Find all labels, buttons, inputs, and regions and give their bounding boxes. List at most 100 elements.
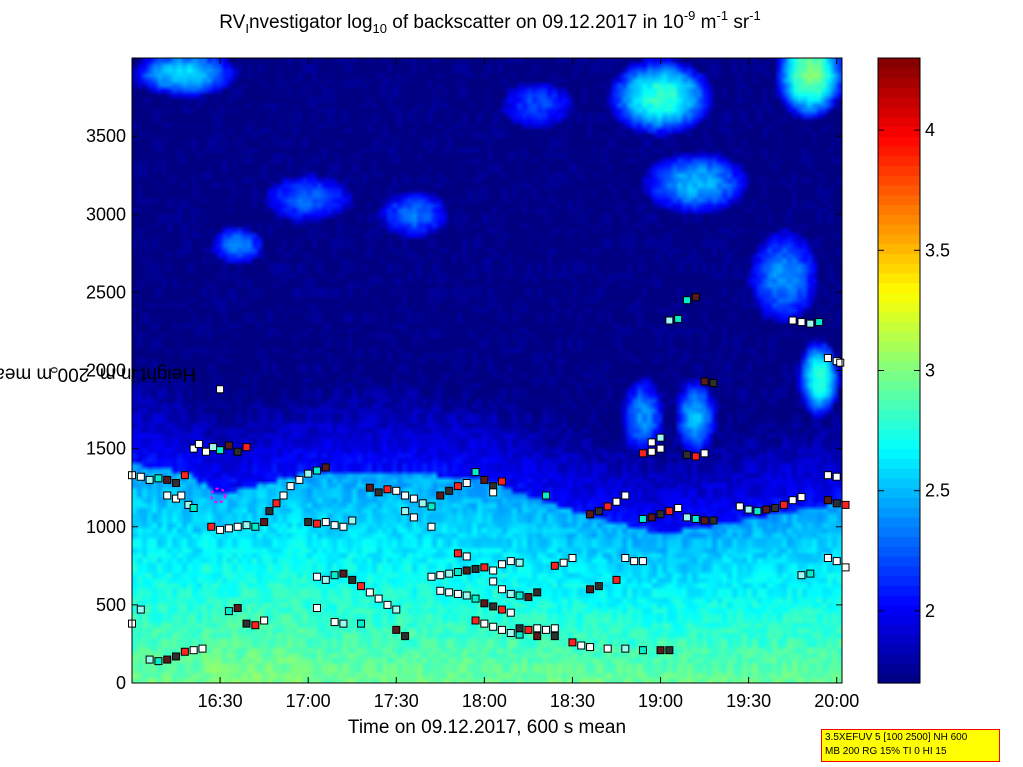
colorbar-band — [878, 292, 920, 303]
title-subscript: 10 — [372, 21, 387, 36]
y-axis-label-text: Height in m, 200 m mean tilted by 2 — [0, 363, 196, 385]
layer-marker — [330, 571, 339, 580]
layer-marker — [453, 589, 462, 598]
layer-marker — [392, 486, 401, 495]
layer-marker — [348, 575, 357, 584]
colorbar-tick-label: 4 — [925, 120, 935, 140]
layer-marker — [533, 588, 542, 597]
colorbar-band — [878, 390, 920, 401]
colorbar-band — [878, 233, 920, 245]
layer-marker — [321, 518, 330, 527]
layer-marker — [272, 499, 281, 508]
layer-marker — [524, 625, 533, 634]
colorbar-band — [878, 526, 920, 538]
layer-marker — [638, 449, 647, 458]
layer-marker — [682, 450, 691, 459]
layer-marker — [330, 521, 339, 530]
layer-marker — [189, 646, 198, 655]
layer-marker — [497, 560, 506, 569]
layer-marker — [374, 488, 383, 497]
info-line-2: MB 200 RG 15% TI 0 HI 15 — [825, 746, 947, 757]
layer-marker — [638, 514, 647, 523]
layer-marker — [568, 638, 577, 647]
colorbar-band — [878, 145, 920, 157]
layer-marker — [832, 557, 841, 566]
colorbar-band — [878, 106, 920, 118]
colorbar-band — [878, 448, 920, 459]
colorbar-band — [878, 321, 920, 333]
layer-marker — [392, 625, 401, 634]
layer-marker — [445, 588, 454, 597]
layer-marker — [612, 497, 621, 506]
layer-marker — [453, 549, 462, 558]
layer-marker — [542, 491, 551, 500]
layer-marker — [489, 566, 498, 575]
layer-marker — [586, 643, 595, 652]
colorbar-band — [878, 370, 920, 381]
layer-marker — [304, 518, 313, 527]
colorbar-band — [878, 77, 920, 88]
layer-marker — [392, 605, 401, 614]
layer-marker — [233, 447, 242, 456]
layer-marker — [621, 644, 630, 653]
layer-marker — [489, 577, 498, 586]
colorbar: 2 2.5 3 3.5 4 — [877, 57, 950, 684]
layer-marker — [383, 600, 392, 609]
layer-marker — [136, 472, 145, 481]
colorbar-band — [878, 67, 920, 79]
colorbar-band — [878, 126, 920, 137]
layer-marker — [621, 491, 630, 500]
layer-marker — [506, 608, 515, 617]
layer-marker — [489, 602, 498, 611]
colorbar-band — [878, 546, 920, 557]
layer-marker — [242, 521, 251, 530]
layer-marker — [189, 444, 198, 453]
layer-marker — [321, 575, 330, 584]
colorbar-band — [878, 643, 920, 655]
layer-marker — [568, 554, 577, 562]
colorbar-band — [878, 97, 920, 108]
layer-marker — [823, 496, 832, 505]
layer-marker — [823, 554, 832, 562]
layer-marker — [383, 485, 392, 494]
colorbar-band — [878, 614, 920, 626]
colorbar-band — [878, 604, 920, 616]
layer-marker — [427, 502, 436, 511]
chart-title: RVInvestigator log10 of backscatter on 0… — [0, 8, 980, 36]
layer-marker — [154, 657, 163, 666]
layer-marker — [427, 572, 436, 581]
layer-marker — [163, 491, 172, 500]
layer-marker — [647, 513, 656, 522]
highlight-ring-marker — [210, 487, 227, 504]
layer-marker — [524, 593, 533, 602]
layer-marker — [321, 463, 330, 472]
x-tick-label: 20:00 — [814, 691, 859, 711]
layer-marker — [497, 625, 506, 634]
layer-marker — [753, 507, 762, 516]
colorbar-band — [878, 556, 920, 567]
layer-marker — [374, 594, 383, 603]
layer-marker — [462, 479, 471, 487]
layer-marker — [216, 525, 225, 534]
y-tick-label: 2500 — [86, 282, 126, 302]
layer-marker — [357, 582, 366, 591]
layer-marker — [647, 438, 656, 447]
colorbar-band — [878, 282, 920, 293]
colorbar-band — [878, 516, 920, 528]
layer-marker — [656, 646, 665, 655]
title-superscript: -1 — [716, 8, 729, 23]
colorbar-band — [878, 253, 920, 264]
layer-marker — [700, 516, 709, 525]
layer-marker — [832, 499, 841, 508]
layer-marker — [665, 507, 674, 516]
layer-marker — [771, 504, 780, 512]
x-tick-label: 19:30 — [726, 691, 771, 711]
layer-marker — [506, 589, 515, 598]
layer-marker — [401, 507, 410, 516]
colorbar-band — [878, 429, 920, 440]
layer-marker — [489, 622, 498, 631]
layer-marker — [480, 599, 489, 608]
layer-marker — [612, 575, 621, 584]
layer-marker — [550, 632, 559, 641]
